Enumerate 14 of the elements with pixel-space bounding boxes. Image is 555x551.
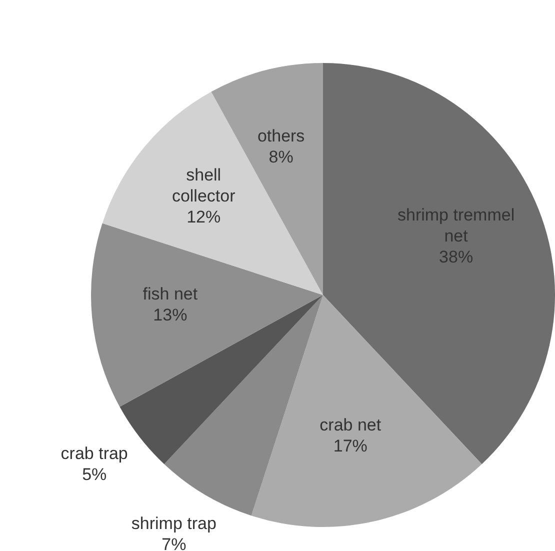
slice-label: shell collector xyxy=(172,164,236,205)
slice-label: fish net xyxy=(142,284,198,303)
slice-label: crab trap xyxy=(60,443,128,462)
data-label: 12% xyxy=(186,206,221,226)
data-label: 8% xyxy=(268,147,294,166)
data-label: 38% xyxy=(439,246,474,266)
slice-label: others xyxy=(257,126,305,146)
data-label: 17% xyxy=(333,436,368,455)
data-label: 13% xyxy=(153,304,188,324)
slice-label: crab net xyxy=(320,414,382,434)
data-label: 5% xyxy=(82,464,107,484)
data-label: 7% xyxy=(162,534,186,551)
slice-label: shrimp trap xyxy=(131,514,216,533)
slice-label: shrimp tremmel net xyxy=(397,204,515,245)
